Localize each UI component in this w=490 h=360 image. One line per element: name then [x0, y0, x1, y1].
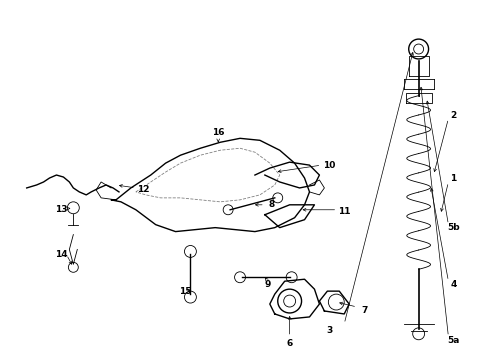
Text: 14: 14	[55, 250, 68, 259]
Text: 2: 2	[450, 111, 457, 120]
Text: 4: 4	[450, 280, 457, 289]
Text: 8: 8	[269, 200, 275, 209]
Text: 7: 7	[361, 306, 368, 315]
Text: 12: 12	[137, 185, 149, 194]
Text: 13: 13	[55, 205, 68, 214]
Text: 6: 6	[287, 339, 293, 348]
Text: 15: 15	[179, 287, 192, 296]
Text: 5a: 5a	[447, 336, 460, 345]
Text: 1: 1	[450, 174, 457, 183]
Text: 9: 9	[265, 280, 271, 289]
Text: 16: 16	[212, 128, 224, 137]
Text: 5b: 5b	[447, 223, 460, 232]
Text: 11: 11	[338, 207, 350, 216]
Text: 10: 10	[323, 161, 336, 170]
Text: 3: 3	[326, 326, 333, 335]
